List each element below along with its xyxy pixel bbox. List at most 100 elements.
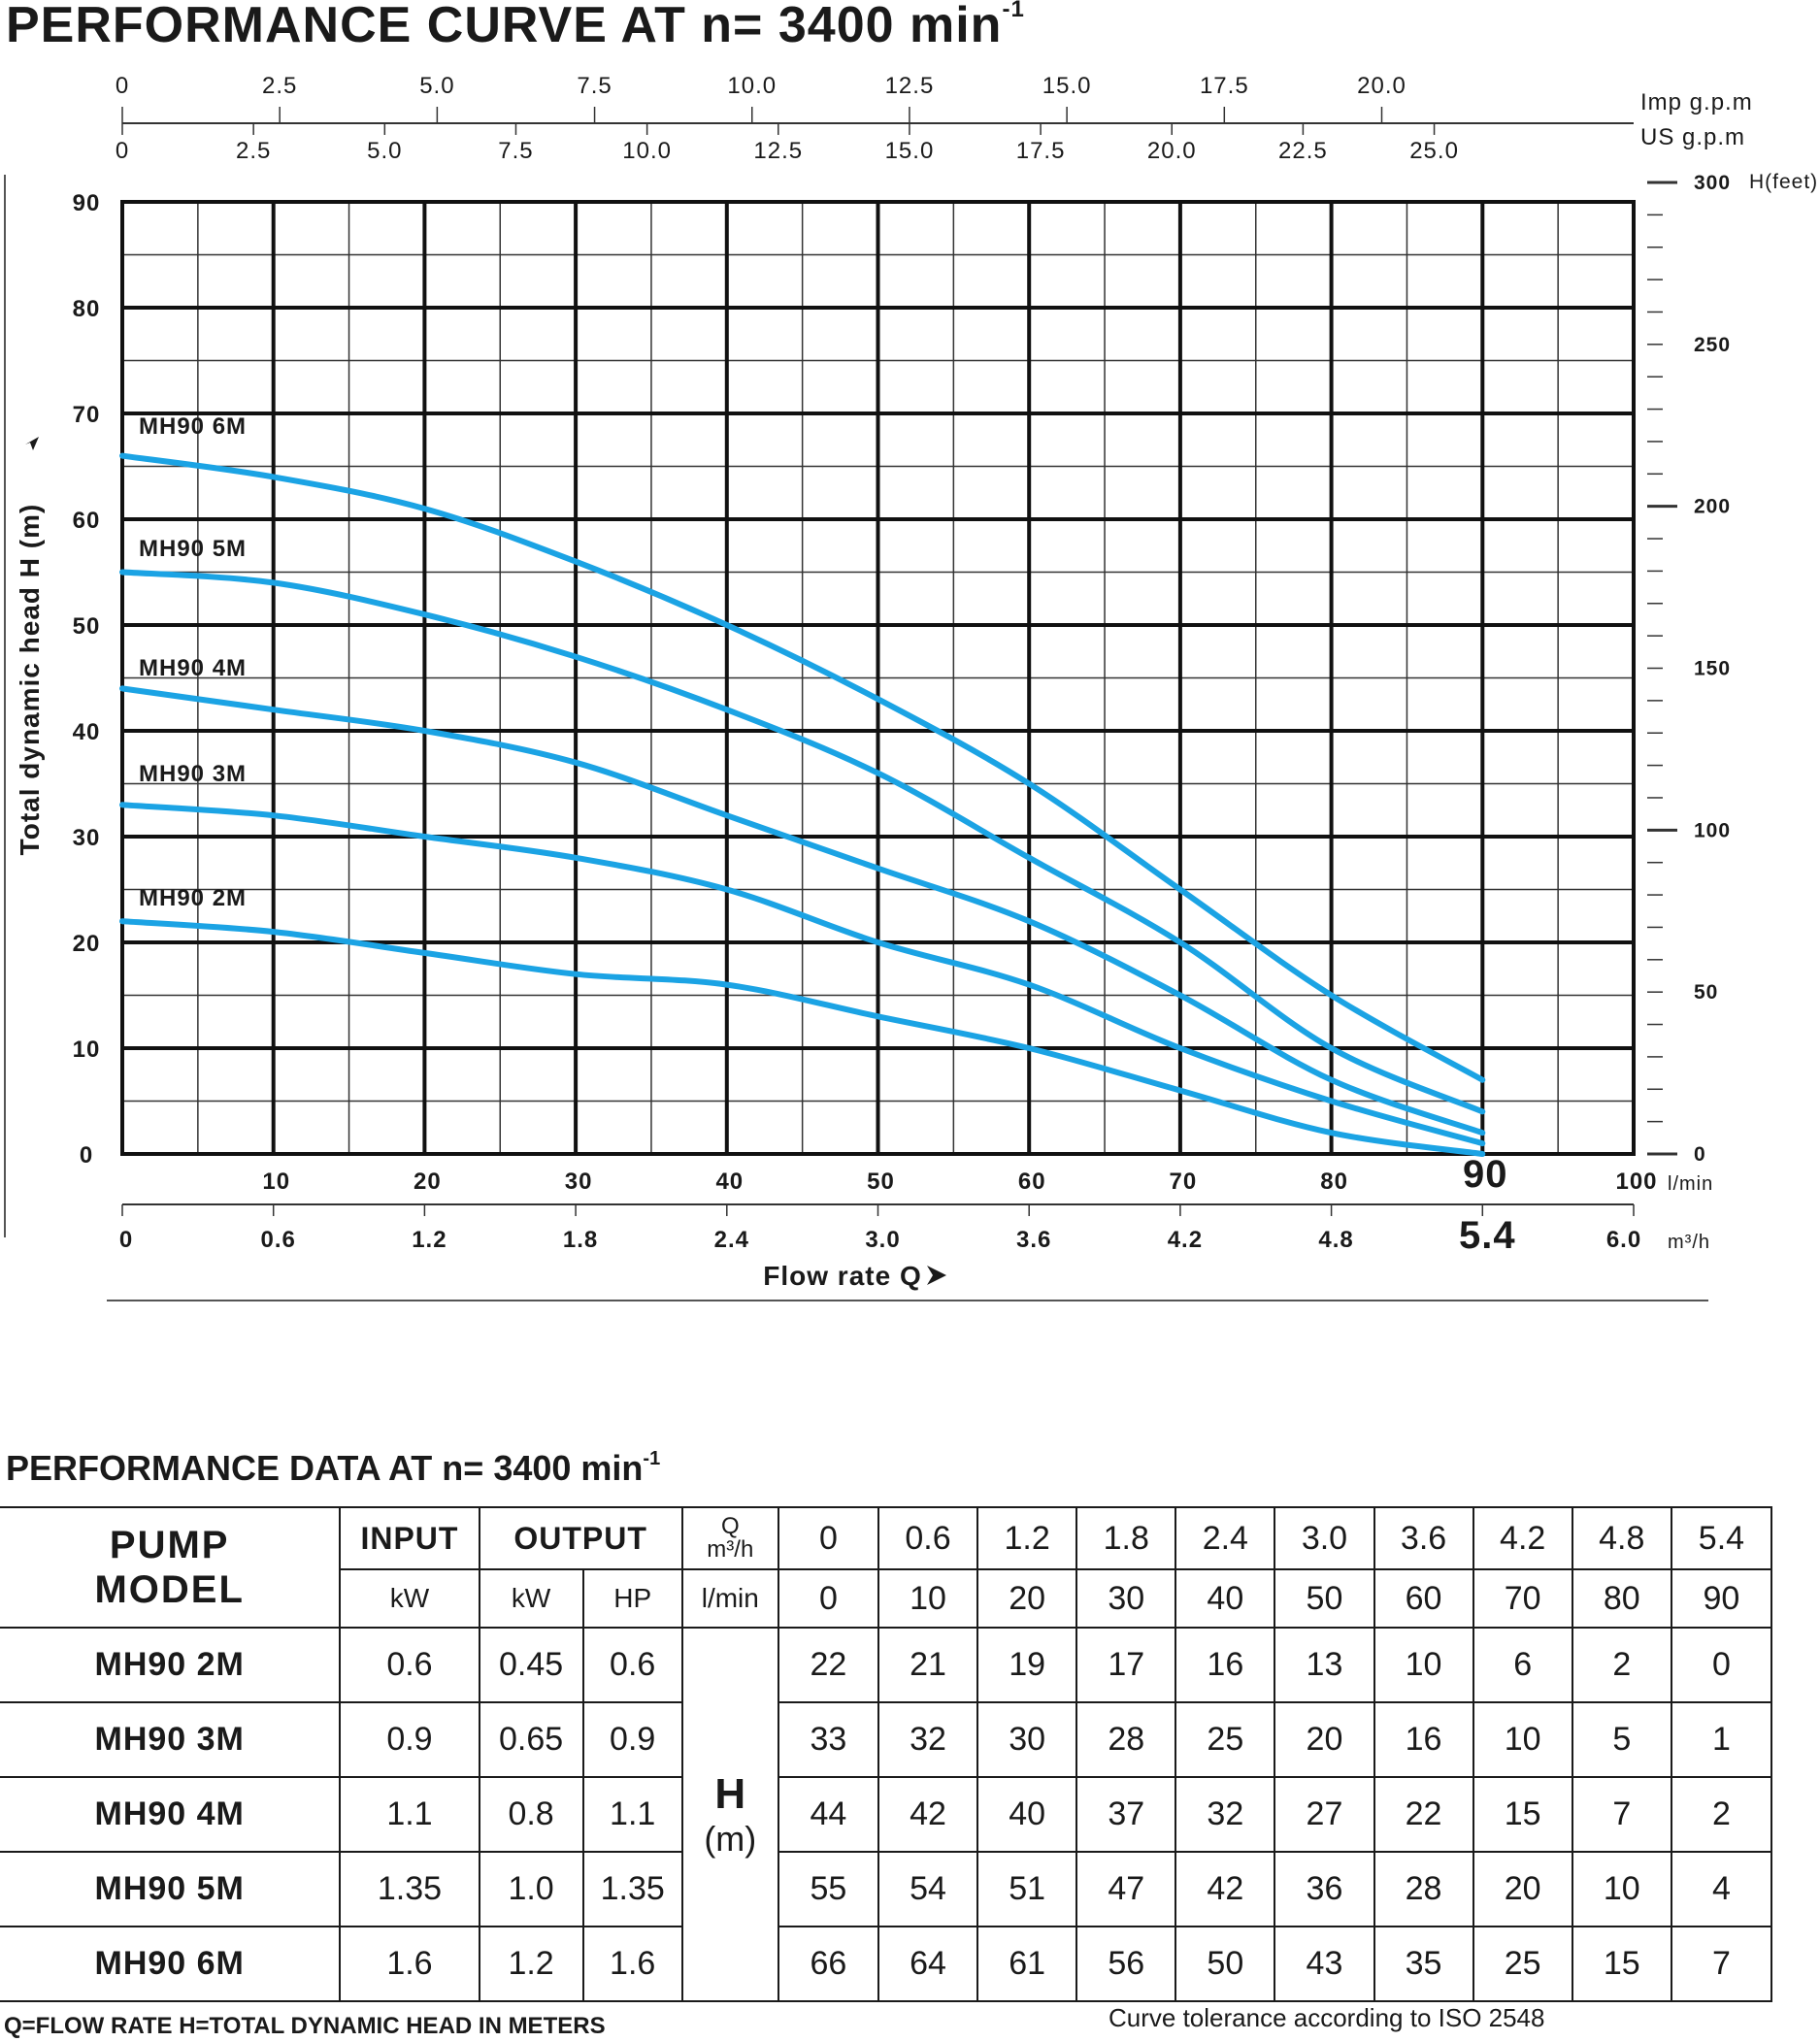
- table-row: MH90 6M 1.6 1.2 1.6 66 64 61 56 50 43 35…: [0, 1926, 1773, 2002]
- us-gpm-tick-label: 12.5: [753, 138, 803, 164]
- series-line: [119, 685, 1486, 1136]
- h-unit: (m): [704, 1818, 757, 1859]
- hp-cell: 1.35: [581, 1851, 683, 1927]
- head-value: 16: [1373, 1701, 1474, 1778]
- x-m3h-tick-label: 3.6: [1016, 1227, 1051, 1253]
- imp-gpm-tick-label: 17.5: [1200, 73, 1249, 99]
- flow-lmin-8: 80: [1571, 1568, 1672, 1629]
- model-cell: MH90 2M: [0, 1627, 342, 1703]
- x-m3h-tick-label: 0: [119, 1227, 133, 1253]
- flow-lmin-9: 90: [1670, 1568, 1773, 1629]
- head-value: 1: [1670, 1701, 1773, 1778]
- feet-axis-label: H(feet): [1749, 171, 1818, 193]
- head-value: 2: [1571, 1627, 1672, 1703]
- x-lmin-tick-label: 60: [1018, 1169, 1046, 1195]
- series-line: [119, 452, 1486, 1083]
- head-value: 44: [777, 1776, 879, 1853]
- input-kw-unit: kW: [339, 1568, 480, 1629]
- model-cell: MH90 6M: [0, 1926, 342, 2002]
- y-tick-label: 50: [73, 613, 101, 640]
- model-cell: MH90 5M: [0, 1851, 342, 1927]
- y-tick-label: 60: [73, 508, 101, 534]
- output-header: OUTPUT: [478, 1506, 683, 1570]
- flow-m3h-6: 3.6: [1373, 1506, 1474, 1570]
- imp-gpm-label: Imp g.p.m: [1640, 89, 1753, 115]
- series-label: MH90 3M: [139, 761, 247, 787]
- flow-m3h-2: 1.2: [976, 1506, 1078, 1570]
- imp-gpm-tick-label: 15.0: [1042, 73, 1092, 99]
- input-kw-cell: 1.6: [339, 1926, 480, 2002]
- feet-tick-label: 50: [1694, 981, 1718, 1004]
- table-row: MH90 4M 1.1 0.8 1.1 44 42 40 37 32 27 22…: [0, 1776, 1773, 1853]
- series-line: [119, 569, 1486, 1115]
- input-kw-cell: 0.6: [339, 1627, 480, 1703]
- x-m3h-tick-label: 1.2: [412, 1227, 447, 1253]
- series-label: MH90 4M: [139, 655, 247, 681]
- x-axis-arrow-icon: [927, 1266, 946, 1285]
- head-value: 17: [1075, 1627, 1177, 1703]
- flow-m3h-7: 4.2: [1472, 1506, 1573, 1570]
- us-gpm-tick-label: 15.0: [885, 138, 935, 164]
- head-value: 10: [1472, 1701, 1573, 1778]
- plot-border: [120, 200, 1636, 1156]
- x-m3h-tick-label: 1.8: [563, 1227, 598, 1253]
- series-line: [119, 918, 1486, 1157]
- x-lmin-tick-label: 50: [867, 1169, 895, 1195]
- us-gpm-tick-label: 20.0: [1147, 138, 1197, 164]
- head-value: 28: [1373, 1851, 1474, 1927]
- imp-gpm-tick-label: 5.0: [419, 73, 454, 99]
- head-value: 32: [1175, 1776, 1276, 1853]
- x-m3h-tick-label: 4.2: [1168, 1227, 1203, 1253]
- x-m3h-tick-label: 4.8: [1318, 1227, 1353, 1253]
- head-value: 56: [1075, 1926, 1177, 2002]
- imp-gpm-tick-label: 0: [116, 73, 129, 99]
- output-kw-cell: 1.0: [478, 1851, 584, 1927]
- series-label: MH90 5M: [139, 536, 247, 562]
- head-value: 51: [976, 1851, 1078, 1927]
- imp-gpm-tick-label: 12.5: [885, 73, 935, 99]
- head-value: 16: [1175, 1627, 1276, 1703]
- head-value: 47: [1075, 1851, 1177, 1927]
- hp-cell: 0.9: [581, 1701, 683, 1778]
- flow-lmin-5: 50: [1274, 1568, 1375, 1629]
- head-value: 35: [1373, 1926, 1474, 2002]
- pump-model-header: PUMP MODEL: [0, 1506, 342, 1629]
- output-kw-cell: 0.45: [478, 1627, 584, 1703]
- hp-cell: 1.1: [581, 1776, 683, 1853]
- x-axis-title: Flow rate Q: [763, 1261, 921, 1291]
- y-tick-label: 10: [73, 1037, 101, 1063]
- head-value: 33: [777, 1701, 879, 1778]
- y-tick-label: 90: [73, 190, 101, 216]
- head-value: 28: [1075, 1701, 1177, 1778]
- y-tick-label: 20: [73, 931, 101, 957]
- us-gpm-label: US g.p.m: [1640, 124, 1745, 150]
- feet-tick-label: 100: [1694, 819, 1731, 841]
- table-row: MH90 3M 0.9 0.65 0.9 33 32 30 28 25 20 1…: [0, 1701, 1773, 1778]
- output-kw-cell: 0.8: [478, 1776, 584, 1853]
- input-kw-cell: 1.35: [339, 1851, 480, 1927]
- x-lmin-tick-label: 40: [715, 1169, 744, 1195]
- x-m3h-tick-label: 2.4: [714, 1227, 749, 1253]
- y-tick-label: 0: [80, 1142, 93, 1169]
- head-value: 15: [1571, 1926, 1672, 2002]
- x-m3h-tick-label: 0.6: [261, 1227, 296, 1253]
- us-gpm-tick-label: 2.5: [236, 138, 271, 164]
- head-value: 21: [877, 1627, 979, 1703]
- output-kw-cell: 0.65: [478, 1701, 584, 1778]
- lmin-unit: l/min: [680, 1568, 779, 1629]
- feet-tick-label: 300: [1694, 172, 1731, 194]
- output-kw-unit: kW: [478, 1568, 584, 1629]
- y-tick-label: 30: [73, 825, 101, 851]
- flow-lmin-2: 20: [976, 1568, 1078, 1629]
- flow-m3h-3: 1.8: [1075, 1506, 1177, 1570]
- head-value: 36: [1274, 1851, 1375, 1927]
- head-value: 54: [877, 1851, 979, 1927]
- head-value: 7: [1670, 1926, 1773, 2002]
- x-m3h-unit: m³/h: [1668, 1232, 1710, 1253]
- head-value: 10: [1373, 1627, 1474, 1703]
- output-kw-cell: 1.2: [478, 1926, 584, 2002]
- performance-table: PUMP MODEL INPUT OUTPUT Q m³/h 0 0.6 1.2…: [0, 1506, 1773, 2002]
- y-tick-label: 80: [73, 296, 101, 322]
- head-value: 2: [1670, 1776, 1773, 1853]
- x-lmin-tick-label: 100: [1615, 1169, 1657, 1195]
